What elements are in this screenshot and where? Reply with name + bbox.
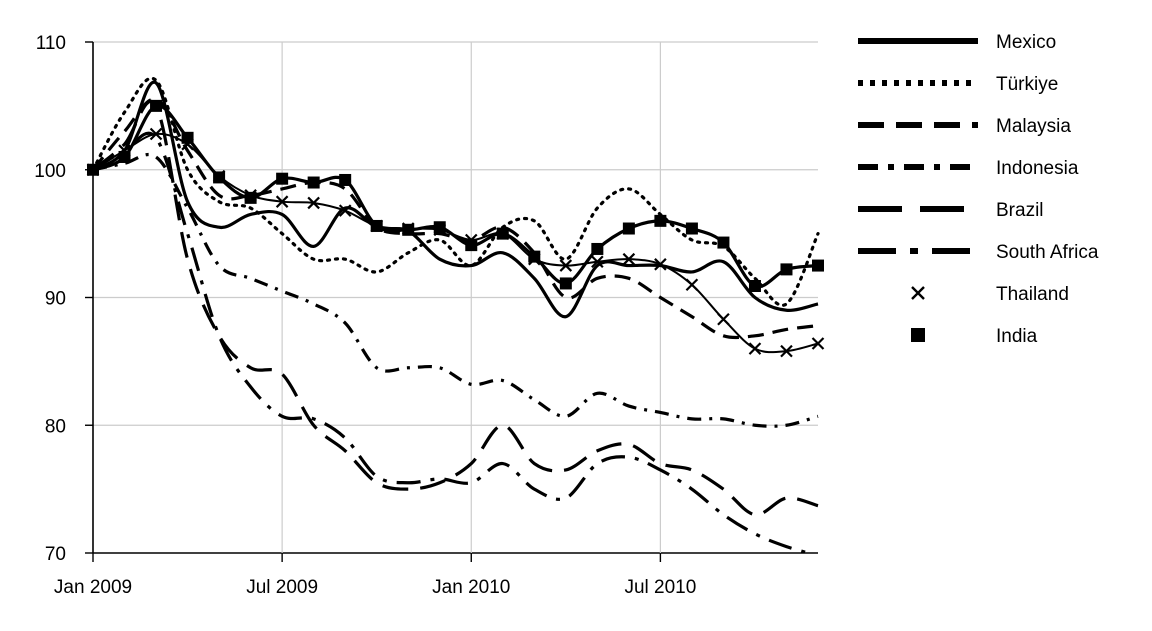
data-point-x (717, 312, 730, 326)
data-point-x (685, 278, 699, 292)
data-point-square (244, 191, 257, 204)
data-point-square (528, 250, 541, 263)
legend-item: South Africa (858, 242, 1099, 263)
series-line-malaysia (91, 97, 819, 340)
data-point-square (276, 172, 289, 185)
legend: Mexico Türkiye Malaysia Indonesia Brazil Sout… (858, 32, 1099, 347)
data-point-x (654, 258, 667, 271)
data-point-square (433, 221, 446, 234)
data-point-square (496, 227, 509, 240)
legend-label: Indonesia (996, 158, 1079, 179)
legend-item: India (911, 326, 1038, 347)
x-tick-label: Jan 2009 (54, 577, 132, 598)
series-line-brazil (91, 99, 819, 517)
series-line-indonesia (92, 152, 819, 428)
data-point-square (402, 223, 415, 236)
data-point-x (811, 337, 825, 350)
data-point-square (181, 131, 194, 144)
x-tick-label: Jul 2010 (624, 577, 696, 598)
data-point-square (339, 173, 352, 186)
data-point-square (622, 222, 635, 235)
data-point-square (465, 239, 478, 252)
y-tick-label: 90 (45, 289, 66, 310)
data-point-square (591, 242, 604, 255)
x-tick-label: Jul 2009 (246, 577, 318, 598)
data-point-square (748, 280, 761, 293)
grid-lines (92, 41, 818, 554)
data-point-square (559, 277, 572, 290)
legend-label: South Africa (996, 242, 1099, 263)
legend-item: Brazil (858, 200, 1044, 221)
legend-label: Thailand (996, 284, 1069, 305)
data-point-x (591, 255, 604, 269)
axes: 70 80 90 100 110 Jan 2009 Jul 2009 Jan 2010 Jul … (34, 33, 696, 598)
data-point-square (150, 99, 163, 112)
legend-item: Türkiye (858, 74, 1058, 95)
legend-label: India (996, 326, 1038, 347)
data-point-x (275, 195, 289, 208)
legend-item: Thailand (911, 284, 1069, 305)
data-point-x (307, 196, 320, 210)
data-point-square (213, 171, 226, 184)
series-markers (86, 99, 825, 358)
series-line-t-rkiye (91, 76, 820, 307)
series-line-india (92, 104, 819, 289)
data-point-square (118, 150, 131, 163)
series-line-mexico (92, 80, 819, 319)
data-point-x (338, 204, 352, 217)
y-tick-label: 110 (36, 33, 66, 54)
legend-label: Brazil (996, 200, 1044, 221)
series-line-south-africa (92, 131, 815, 553)
data-point-x (622, 252, 636, 266)
legend-item: Malaysia (858, 116, 1071, 137)
legend-item: Indonesia (858, 158, 1079, 179)
legend-item: Mexico (858, 32, 1056, 53)
y-tick-label: 80 (45, 416, 66, 437)
series-lines (91, 76, 820, 553)
data-point-x (780, 344, 793, 358)
data-point-square (654, 214, 667, 227)
legend-swatch (911, 328, 925, 342)
y-tick-label: 70 (45, 544, 66, 565)
data-point-square (307, 176, 320, 189)
legend-swatch (911, 286, 925, 300)
x-tick-label: Jan 2010 (432, 577, 510, 598)
data-point-x (149, 127, 163, 141)
data-point-square (780, 263, 793, 276)
data-point-square (87, 163, 99, 176)
data-point-x (748, 342, 762, 355)
y-tick-label: 100 (34, 161, 66, 182)
data-point-x (559, 259, 573, 272)
legend-label: Malaysia (996, 116, 1071, 137)
data-point-square (717, 236, 730, 249)
data-point-square (812, 259, 824, 272)
legend-label: Mexico (996, 32, 1056, 53)
data-point-square (370, 219, 383, 232)
legend-label: Türkiye (996, 74, 1058, 95)
data-point-square (685, 222, 698, 235)
